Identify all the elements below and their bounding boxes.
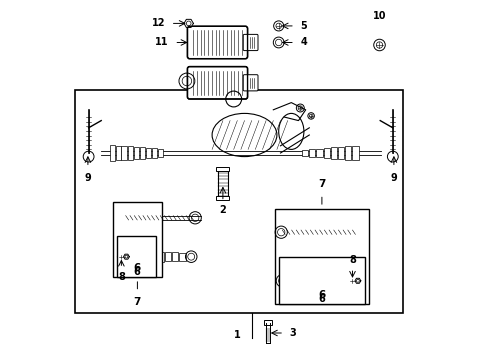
Text: 10: 10 [372,11,386,21]
Ellipse shape [212,113,276,157]
Bar [275,209,368,304]
Bar [278,257,365,304]
Bar [297,275,303,287]
Text: 2: 2 [219,205,226,215]
Text: 1: 1 [234,330,241,340]
Text: 12: 12 [151,18,165,28]
Bar [133,147,138,159]
Bar [289,274,295,288]
Text: 6: 6 [318,294,325,304]
Text: 6: 6 [133,267,140,277]
Bar [145,148,150,158]
Bar [302,150,307,156]
Text: 4: 4 [300,37,306,48]
Polygon shape [183,19,193,27]
Bar [157,149,163,157]
Text: 8: 8 [348,255,355,265]
Text: 5: 5 [300,21,306,31]
Bar [319,276,325,286]
Text: 9: 9 [390,173,396,183]
FancyBboxPatch shape [243,75,258,91]
Bar [121,146,126,160]
Bar [334,277,340,285]
Text: 6: 6 [134,263,141,273]
Bar [311,275,318,286]
Bar [304,275,310,287]
Bar [149,251,156,262]
Text: 7: 7 [133,297,141,307]
Text: 8: 8 [118,272,124,282]
Bar [109,145,114,161]
Bar [172,252,178,261]
FancyBboxPatch shape [187,67,247,99]
Polygon shape [123,254,129,259]
Ellipse shape [278,113,303,149]
Bar [352,146,358,160]
Bar [316,149,322,157]
Bar [135,250,141,263]
Bar [345,146,351,160]
Bar [323,148,329,158]
Text: 7: 7 [318,179,325,189]
Bar [164,252,171,261]
FancyBboxPatch shape [187,26,247,59]
Bar [179,253,185,261]
Bar [216,196,229,200]
Bar [139,147,144,159]
Bar [337,147,344,159]
Bar [330,148,336,158]
Bar [218,169,227,198]
Bar [326,276,332,285]
Bar [263,320,272,325]
Bar [157,252,163,262]
Bar [282,274,288,288]
Bar [113,202,162,277]
Text: 3: 3 [289,328,296,338]
Bar [127,250,134,264]
Bar [142,251,148,263]
Bar [216,167,229,171]
Bar [115,145,121,161]
Text: 9: 9 [84,173,91,183]
Bar [117,236,156,277]
Bar [75,90,402,313]
Text: 6: 6 [318,290,325,300]
Bar [151,148,156,158]
FancyBboxPatch shape [243,34,258,51]
Polygon shape [354,278,360,283]
Bar [127,147,132,159]
Text: 11: 11 [155,37,168,48]
Bar [309,149,315,157]
